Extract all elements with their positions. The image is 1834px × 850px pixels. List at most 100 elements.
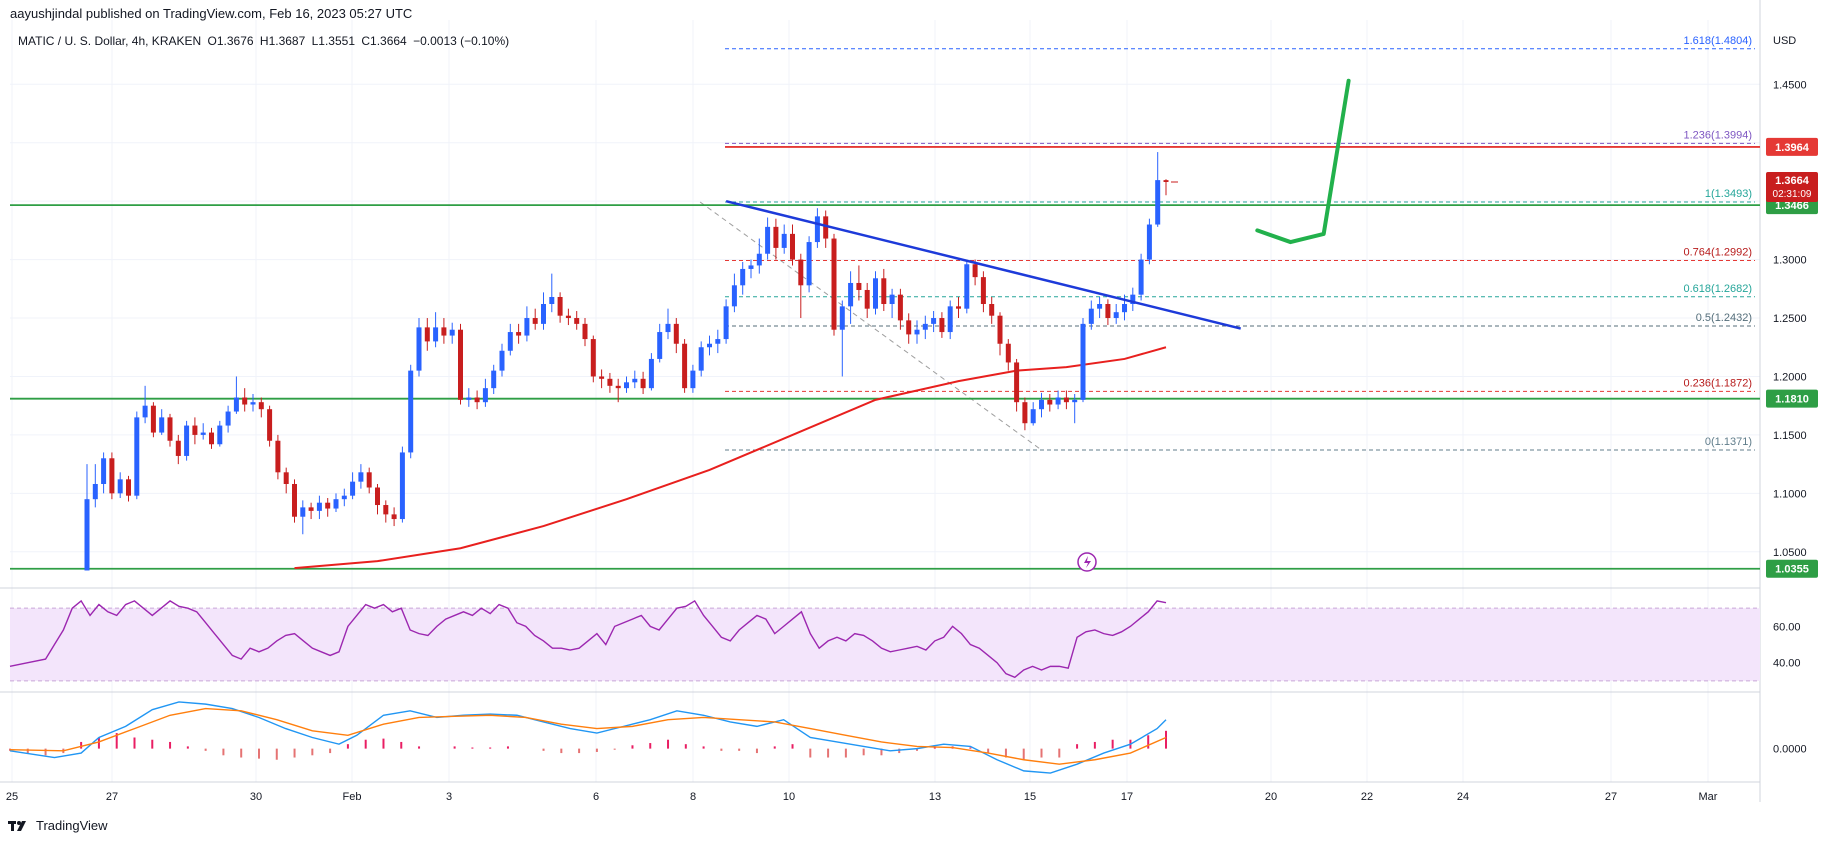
candle-body [1088, 308, 1094, 324]
candle-body [624, 382, 629, 389]
candle-body [532, 318, 538, 324]
candle-body [159, 417, 165, 433]
price-level-badge-label: 1.3964 [1775, 142, 1810, 154]
tradingview-logo-icon [8, 820, 26, 831]
candle-body [482, 388, 488, 403]
time-axis-label: 17 [1121, 791, 1133, 803]
brand-label: TradingView [36, 818, 108, 833]
candle-body [632, 378, 638, 383]
candle-body [1055, 397, 1061, 405]
time-axis-label: 30 [250, 791, 262, 803]
price-tick-label: 1.2000 [1773, 371, 1807, 383]
candle-body [1030, 409, 1036, 424]
time-axis-label: 27 [106, 791, 118, 803]
candle-body [126, 479, 131, 496]
candle-body [92, 483, 98, 500]
moving-average-line [294, 346, 1167, 570]
candle-body [341, 495, 347, 500]
candle-body [707, 343, 712, 348]
candle-body [383, 505, 389, 515]
candle-body [740, 268, 746, 286]
currency-label: USD [1773, 35, 1796, 47]
rsi-band [10, 608, 1760, 681]
candle-body [1113, 312, 1119, 319]
time-axis-label: 27 [1605, 791, 1617, 803]
candle-body [665, 323, 671, 333]
time-axis-label: 8 [690, 791, 696, 803]
candle-body [823, 216, 829, 239]
candle-body [267, 409, 273, 441]
candle-body [175, 440, 181, 456]
candle-body [424, 327, 430, 342]
candle-body [366, 472, 372, 488]
candle-body [1022, 402, 1028, 424]
candle-body [682, 343, 688, 389]
candle-body [441, 327, 447, 336]
candle-body [748, 265, 754, 269]
candle-body [258, 402, 264, 410]
candle-body [922, 323, 928, 330]
candle-body [997, 315, 1003, 344]
candle-body [640, 378, 646, 389]
candle-body [1080, 323, 1086, 400]
candle-body [549, 296, 555, 305]
price-level-badge-label: 1.3466 [1775, 200, 1809, 212]
candle-body [972, 264, 978, 278]
candle-body [848, 282, 854, 307]
candle-body [275, 440, 281, 473]
candle-body [1039, 399, 1044, 410]
rsi-line [9, 599, 1167, 679]
time-axis-label: 6 [593, 791, 599, 803]
price-tick-label: 1.4500 [1773, 79, 1807, 91]
current-price-label: 1.3664 [1775, 175, 1810, 187]
price-level-badge [1766, 389, 1818, 408]
candle-body [1146, 224, 1152, 260]
publisher-line: aayushjindal published on TradingView.co… [10, 6, 413, 21]
tradingview-brand[interactable]: TradingView [8, 818, 108, 833]
time-axis-label: 3 [446, 791, 452, 803]
candle-body [516, 332, 522, 336]
fib-level-label: 0.236(1.1872) [1684, 377, 1753, 389]
price-tick-label: 1.2500 [1773, 313, 1807, 325]
candle-body [607, 378, 613, 386]
candle-body [491, 370, 497, 389]
fib-level-label: 1(1.3493) [1705, 188, 1752, 200]
rsi-tick-label: 60.00 [1773, 621, 1801, 633]
candle-body [209, 432, 214, 445]
fib-anchor-line [699, 201, 1042, 451]
fib-level-label: 0.5(1.2432) [1696, 312, 1752, 324]
candle-body [283, 472, 289, 484]
candle-body [225, 411, 231, 426]
ohlc-change: −0.0013 (−0.10%) [413, 34, 510, 48]
candle-body [1072, 399, 1078, 403]
symbol-title[interactable]: MATIC / U. S. Dollar, 4h, KRAKEN [18, 34, 202, 48]
candle-body [458, 329, 463, 400]
candle-body [1122, 304, 1127, 313]
price-tick-label: 1.1000 [1773, 488, 1807, 500]
candle-body [839, 306, 845, 330]
price-level-badge [1766, 559, 1818, 578]
time-axis-label: 24 [1457, 791, 1469, 803]
trend-line[interactable] [725, 199, 1242, 330]
candle-body [690, 370, 696, 389]
price-tick-label: 1.3000 [1773, 255, 1807, 267]
candle-body [1155, 180, 1161, 225]
candle-body [167, 417, 173, 441]
candle-body [881, 278, 887, 305]
candle-body [333, 499, 339, 509]
candle-body [1130, 294, 1136, 305]
candle-body [449, 329, 455, 336]
fib-level-label: 0.618(1.2682) [1684, 283, 1753, 295]
fib-level-label: 0(1.1371) [1705, 436, 1752, 448]
candle-body [325, 502, 331, 509]
candle-body [217, 425, 223, 445]
macd-tick-label: 0.0000 [1773, 744, 1807, 756]
candle-body [889, 294, 895, 305]
rsi-tick-label: 40.00 [1773, 658, 1801, 670]
candle-body [864, 289, 870, 309]
candle-body [233, 397, 239, 412]
candle-body [416, 327, 422, 371]
candle-body [599, 376, 605, 379]
